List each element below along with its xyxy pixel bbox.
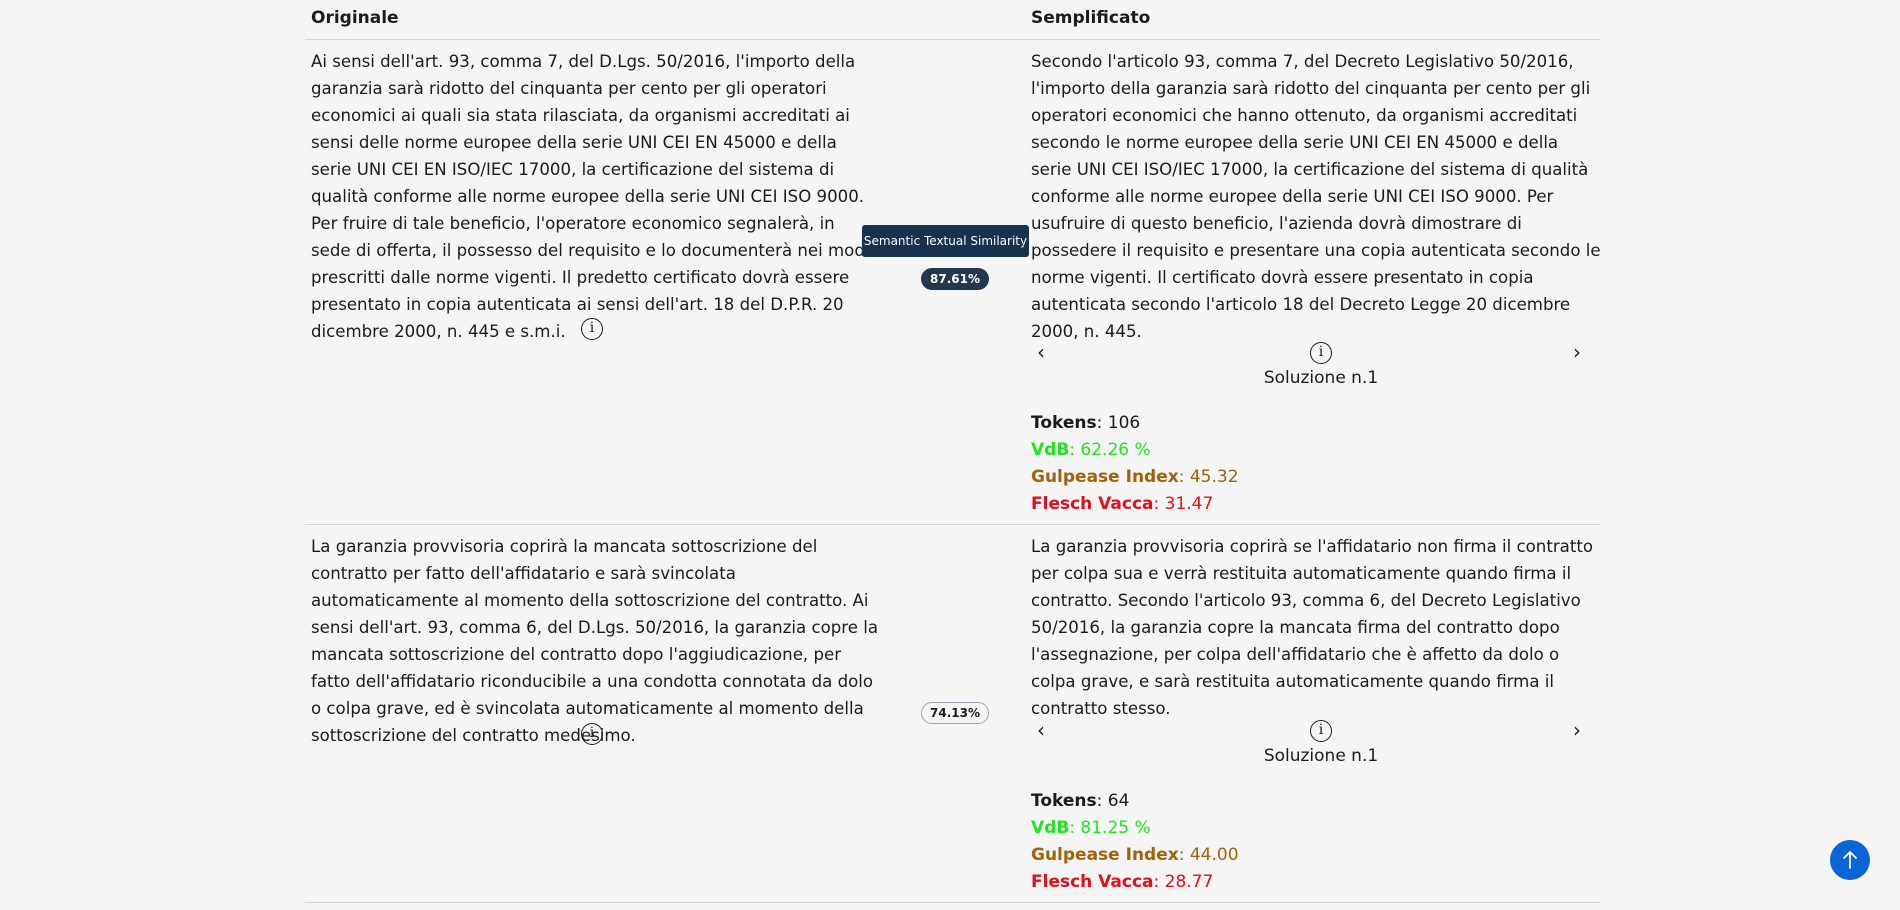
chevron-right-icon[interactable]: ›	[1573, 718, 1581, 742]
metric-tokens-value: : 106	[1096, 413, 1141, 433]
metric-flesch: Flesch Vacca: 28.77	[1031, 869, 1239, 896]
metric-tokens-label: Tokens	[1031, 791, 1097, 811]
metric-tokens: Tokens: 106	[1031, 410, 1239, 437]
metric-flesch-value: : 28.77	[1153, 872, 1214, 892]
chevron-left-icon[interactable]: ‹	[1037, 718, 1045, 742]
metric-vdb-value: : 62.26 %	[1069, 440, 1151, 460]
arrow-up-icon	[1843, 851, 1857, 869]
metric-vdb-label: VdB	[1031, 440, 1070, 460]
chevron-left-icon[interactable]: ‹	[1037, 340, 1045, 364]
info-icon[interactable]: i	[1310, 342, 1332, 364]
metric-gulpease: Gulpease Index: 45.32	[1031, 464, 1239, 491]
metric-vdb: VdB: 81.25 %	[1031, 815, 1239, 842]
simplified-text: La garanzia provvisoria coprirà se l'aff…	[1031, 537, 1593, 718]
metric-flesch-label: Flesch Vacca	[1031, 872, 1154, 892]
header-original: Originale	[311, 8, 399, 28]
info-icon[interactable]: i	[581, 723, 603, 745]
metric-tokens-label: Tokens	[1031, 413, 1097, 433]
info-icon[interactable]: i	[1310, 720, 1332, 742]
metric-gulpease-value: : 45.32	[1178, 467, 1239, 487]
original-text: La garanzia provvisoria coprirà la manca…	[311, 537, 878, 745]
table-row: La garanzia provvisoria coprirà la manca…	[305, 525, 1600, 903]
metric-tokens-value: : 64	[1096, 791, 1130, 811]
metric-flesch-value: : 31.47	[1153, 494, 1214, 514]
info-icon[interactable]: i	[581, 318, 603, 340]
metric-vdb-label: VdB	[1031, 818, 1070, 838]
solution-label: Soluzione n.1	[1263, 746, 1379, 766]
header-simplified: Semplificato	[1031, 8, 1151, 28]
comparison-table: Originale Semplificato Ai sensi dell'art…	[305, 0, 1601, 903]
simplified-text: Secondo l'articolo 93, comma 7, del Decr…	[1031, 52, 1601, 341]
table-row: Ai sensi dell'art. 93, comma 7, del D.Lg…	[305, 40, 1601, 525]
back-to-top-button[interactable]	[1830, 840, 1870, 880]
metric-gulpease-label: Gulpease Index	[1031, 467, 1179, 487]
solution-label: Soluzione n.1	[1263, 368, 1379, 388]
metric-tokens: Tokens: 64	[1031, 788, 1239, 815]
metrics-list: Tokens: 106 VdB: 62.26 % Gulpease Index:…	[1031, 410, 1239, 518]
metric-gulpease-value: : 44.00	[1178, 845, 1239, 865]
metric-gulpease-label: Gulpease Index	[1031, 845, 1179, 865]
metric-vdb: VdB: 62.26 %	[1031, 437, 1239, 464]
metric-gulpease: Gulpease Index: 44.00	[1031, 842, 1239, 869]
metric-flesch: Flesch Vacca: 31.47	[1031, 491, 1239, 518]
metrics-list: Tokens: 64 VdB: 81.25 % Gulpease Index: …	[1031, 788, 1239, 896]
table-header: Originale Semplificato	[305, 0, 1600, 40]
similarity-tooltip: Semantic Textual Similarity	[862, 225, 1029, 257]
metric-vdb-value: : 81.25 %	[1069, 818, 1151, 838]
similarity-badge[interactable]: 74.13%	[921, 702, 989, 724]
metric-flesch-label: Flesch Vacca	[1031, 494, 1154, 514]
similarity-badge[interactable]: 87.61%	[921, 268, 989, 290]
chevron-right-icon[interactable]: ›	[1573, 340, 1581, 364]
original-text: Ai sensi dell'art. 93, comma 7, del D.Lg…	[311, 52, 870, 341]
